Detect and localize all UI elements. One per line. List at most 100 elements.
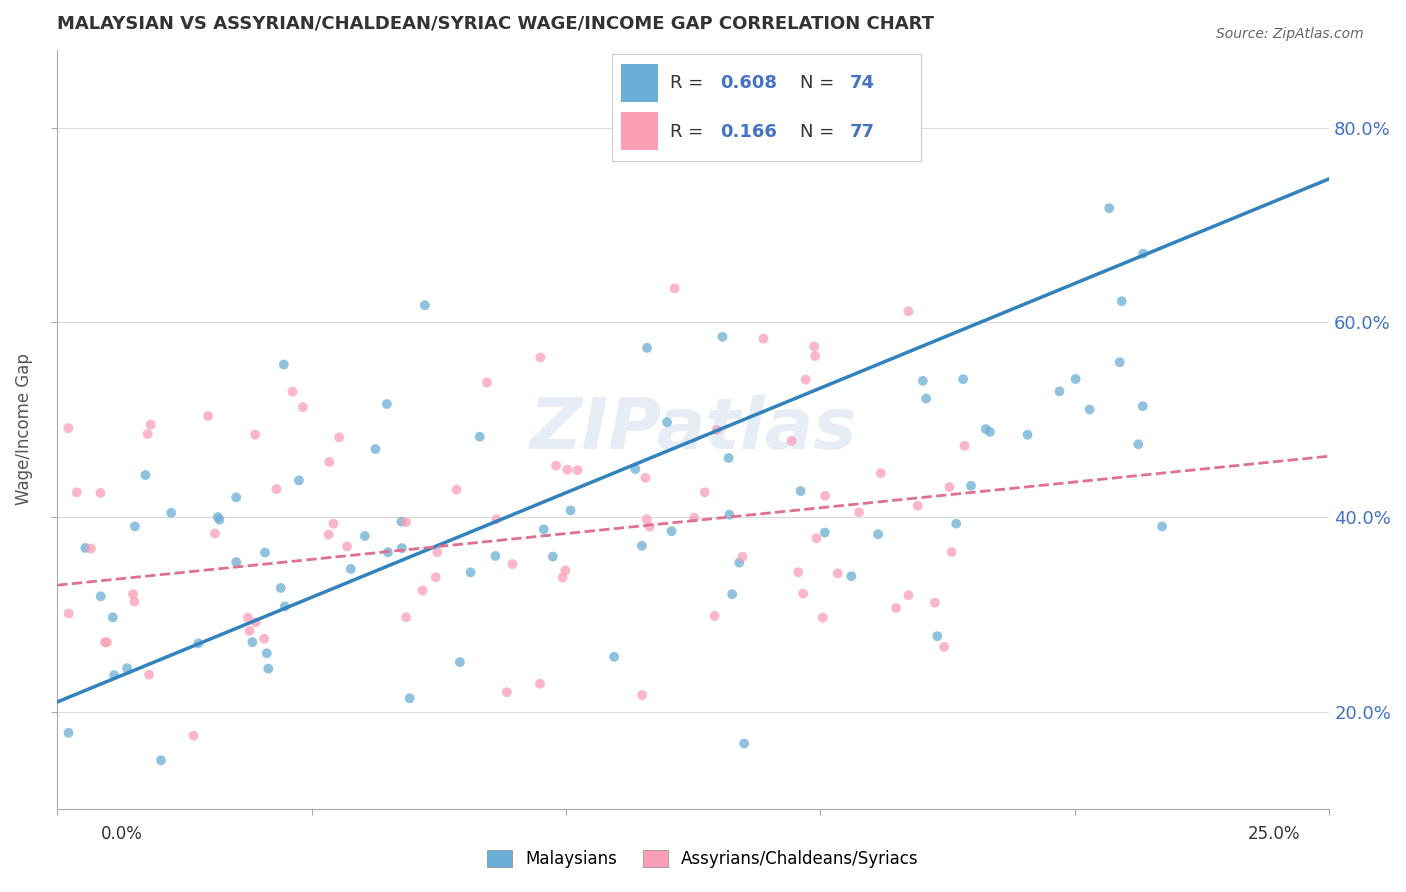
Point bbox=[953, 439, 976, 453]
Point bbox=[792, 587, 814, 601]
Point bbox=[80, 541, 103, 556]
Point bbox=[529, 351, 551, 365]
Text: 74: 74 bbox=[849, 75, 875, 93]
Y-axis label: Wage/Income Gap: Wage/Income Gap bbox=[15, 353, 32, 506]
Point bbox=[136, 427, 159, 442]
Point bbox=[551, 571, 574, 585]
Point bbox=[814, 525, 837, 540]
Point bbox=[150, 753, 173, 767]
Point bbox=[567, 463, 589, 477]
Point bbox=[391, 541, 413, 555]
Point bbox=[827, 566, 849, 581]
Point bbox=[242, 635, 264, 649]
Point bbox=[238, 624, 260, 638]
Point bbox=[58, 726, 80, 740]
Point bbox=[1049, 384, 1071, 399]
Point bbox=[103, 668, 125, 682]
Text: 0.166: 0.166 bbox=[720, 123, 776, 141]
Point bbox=[703, 609, 725, 624]
Point bbox=[1128, 437, 1150, 451]
Text: R =: R = bbox=[671, 75, 710, 93]
Point bbox=[541, 549, 564, 564]
Point bbox=[66, 485, 89, 500]
Text: ZIPatlas: ZIPatlas bbox=[530, 395, 858, 464]
Point bbox=[752, 332, 775, 346]
Point bbox=[661, 524, 683, 538]
Point bbox=[398, 691, 420, 706]
Point bbox=[389, 515, 412, 529]
Point bbox=[274, 599, 297, 614]
Point bbox=[412, 583, 434, 598]
Point bbox=[683, 510, 706, 524]
Point bbox=[934, 640, 956, 654]
Point bbox=[94, 635, 117, 649]
Point bbox=[787, 566, 810, 580]
Point bbox=[554, 563, 576, 577]
Point bbox=[138, 667, 160, 681]
Point bbox=[960, 479, 983, 493]
Point bbox=[806, 531, 828, 545]
Point bbox=[58, 421, 80, 435]
Point bbox=[693, 485, 716, 500]
Point bbox=[841, 569, 863, 583]
Point bbox=[974, 422, 997, 436]
Point bbox=[281, 384, 304, 399]
Point bbox=[253, 632, 276, 646]
Point bbox=[1064, 372, 1087, 386]
Point bbox=[183, 729, 205, 743]
Point bbox=[291, 400, 314, 414]
Point bbox=[1078, 402, 1101, 417]
Text: N =: N = bbox=[800, 123, 841, 141]
Point bbox=[253, 545, 276, 559]
Point bbox=[501, 557, 523, 571]
Point bbox=[124, 519, 146, 533]
Text: N =: N = bbox=[800, 75, 841, 93]
Point bbox=[425, 570, 447, 584]
Point bbox=[124, 594, 146, 608]
Text: 77: 77 bbox=[849, 123, 875, 141]
Point bbox=[266, 482, 288, 496]
Point bbox=[139, 417, 162, 432]
Point bbox=[533, 522, 555, 536]
Point bbox=[475, 376, 498, 390]
Point bbox=[122, 587, 145, 601]
Point bbox=[706, 423, 728, 437]
Point bbox=[96, 635, 118, 649]
Point bbox=[924, 596, 946, 610]
Point bbox=[636, 341, 658, 355]
Point bbox=[979, 425, 1001, 439]
Point bbox=[318, 527, 340, 541]
Point bbox=[446, 483, 468, 497]
Text: 0.0%: 0.0% bbox=[101, 825, 143, 843]
Point bbox=[529, 676, 551, 690]
Point bbox=[243, 427, 266, 442]
Point bbox=[225, 491, 247, 505]
Point bbox=[804, 349, 827, 363]
Point bbox=[318, 455, 340, 469]
Point bbox=[1108, 355, 1130, 369]
Point bbox=[718, 508, 741, 522]
Point bbox=[484, 549, 506, 563]
Point bbox=[634, 471, 657, 485]
Point bbox=[1132, 246, 1154, 260]
Point bbox=[733, 736, 755, 750]
Point bbox=[624, 462, 647, 476]
Point bbox=[884, 601, 907, 615]
Point bbox=[485, 512, 508, 526]
Point bbox=[377, 545, 399, 559]
Point bbox=[101, 610, 124, 624]
Point bbox=[789, 484, 811, 499]
Point bbox=[207, 510, 229, 524]
Point bbox=[75, 541, 97, 555]
Point bbox=[58, 607, 80, 621]
Text: 0.608: 0.608 bbox=[720, 75, 778, 93]
Point bbox=[603, 649, 626, 664]
Point bbox=[449, 655, 471, 669]
Point bbox=[134, 468, 156, 483]
Point bbox=[89, 486, 111, 500]
Point bbox=[794, 373, 817, 387]
Point bbox=[636, 512, 658, 526]
Point bbox=[256, 646, 278, 660]
Point bbox=[496, 685, 519, 699]
Point bbox=[375, 397, 398, 411]
